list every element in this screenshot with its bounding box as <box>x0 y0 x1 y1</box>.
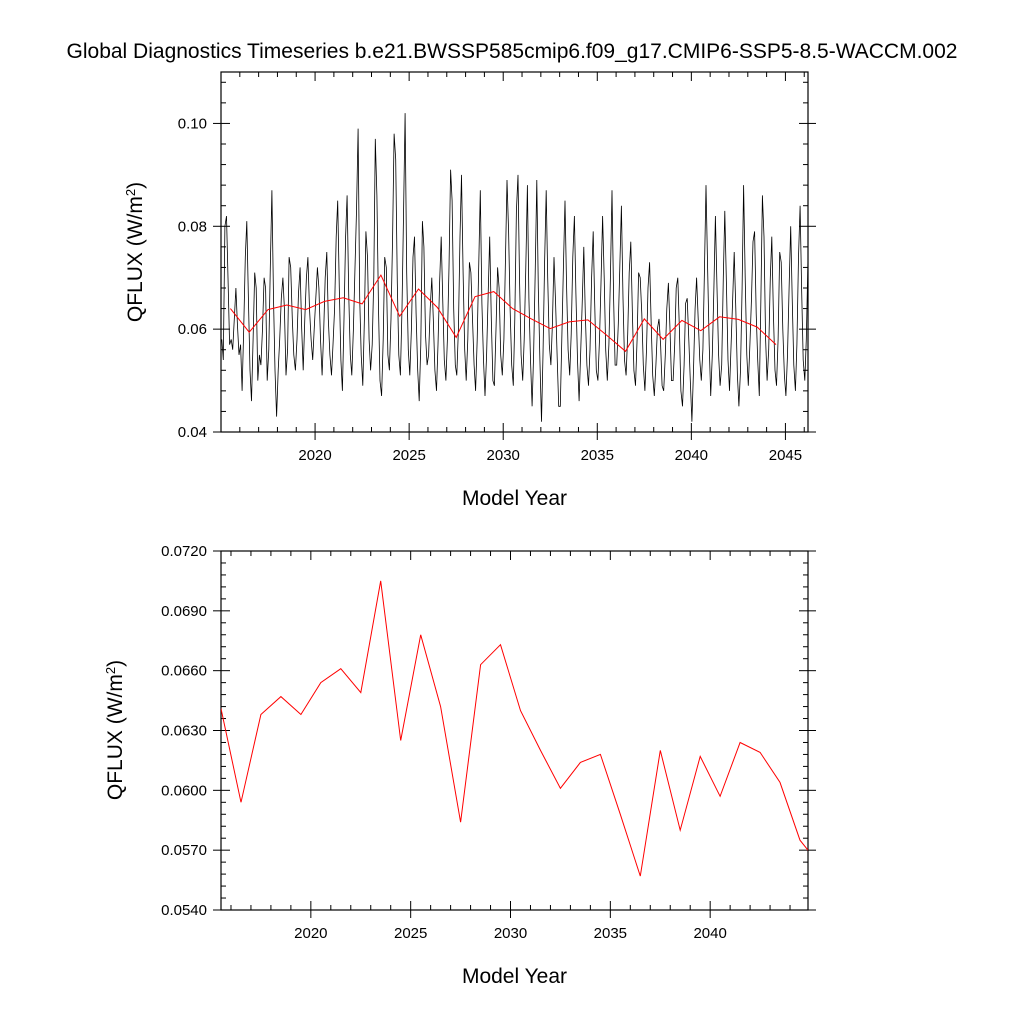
x-tick-label: 2040 <box>693 925 726 942</box>
plot-frame <box>220 550 809 911</box>
top-panel: 2020 2025 2030 2035 2040 2045 0.04 0.06 0.08 0.10… <box>123 71 816 510</box>
y-tick-label: 0.04 <box>178 424 207 441</box>
x-tick-label: 2025 <box>392 447 425 464</box>
y-tick-label: 0.0630 <box>161 723 207 740</box>
y-tick-label: 0.08 <box>178 218 207 235</box>
annual-mean-series-line <box>230 274 777 353</box>
chart-title: Global Diagnostics Timeseries b.e21.BWSS… <box>67 40 958 63</box>
annual-mean-series-line <box>221 580 808 877</box>
x-axis-title: Model Year <box>462 965 567 988</box>
x-tick-label: 2035 <box>594 925 627 942</box>
y-tick-label: 0.06 <box>178 321 207 338</box>
y-tick-label: 0.0540 <box>161 902 207 919</box>
x-tick-label: 2020 <box>298 447 331 464</box>
y-axis-title: QFLUX (W/m2) <box>123 182 148 322</box>
y-tick-label: 0.0660 <box>161 663 207 680</box>
x-tick-label: 2030 <box>487 447 520 464</box>
y-tick-label: 0.0570 <box>161 842 207 859</box>
x-axis-title: Model Year <box>462 487 567 510</box>
plot-frame <box>220 71 809 433</box>
x-tick-label: 2045 <box>769 447 802 464</box>
monthly-series-line <box>221 113 808 422</box>
y-tick-label: 0.0600 <box>161 782 207 799</box>
x-tick-label: 2030 <box>494 925 527 942</box>
x-tick-label: 2025 <box>394 925 427 942</box>
x-tick-label: 2035 <box>581 447 614 464</box>
y-tick-label: 0.0690 <box>161 603 207 620</box>
x-tick-label: 2040 <box>675 447 708 464</box>
bottom-panel: 2020 2025 2030 2035 2040 0.0540 0.0570 0.0600 0.… <box>103 543 816 988</box>
x-tick-label: 2020 <box>294 925 327 942</box>
y-tick-label: 0.0720 <box>161 543 207 560</box>
y-axis-title: QFLUX (W/m2) <box>103 660 128 800</box>
y-tick-label: 0.10 <box>178 115 207 132</box>
